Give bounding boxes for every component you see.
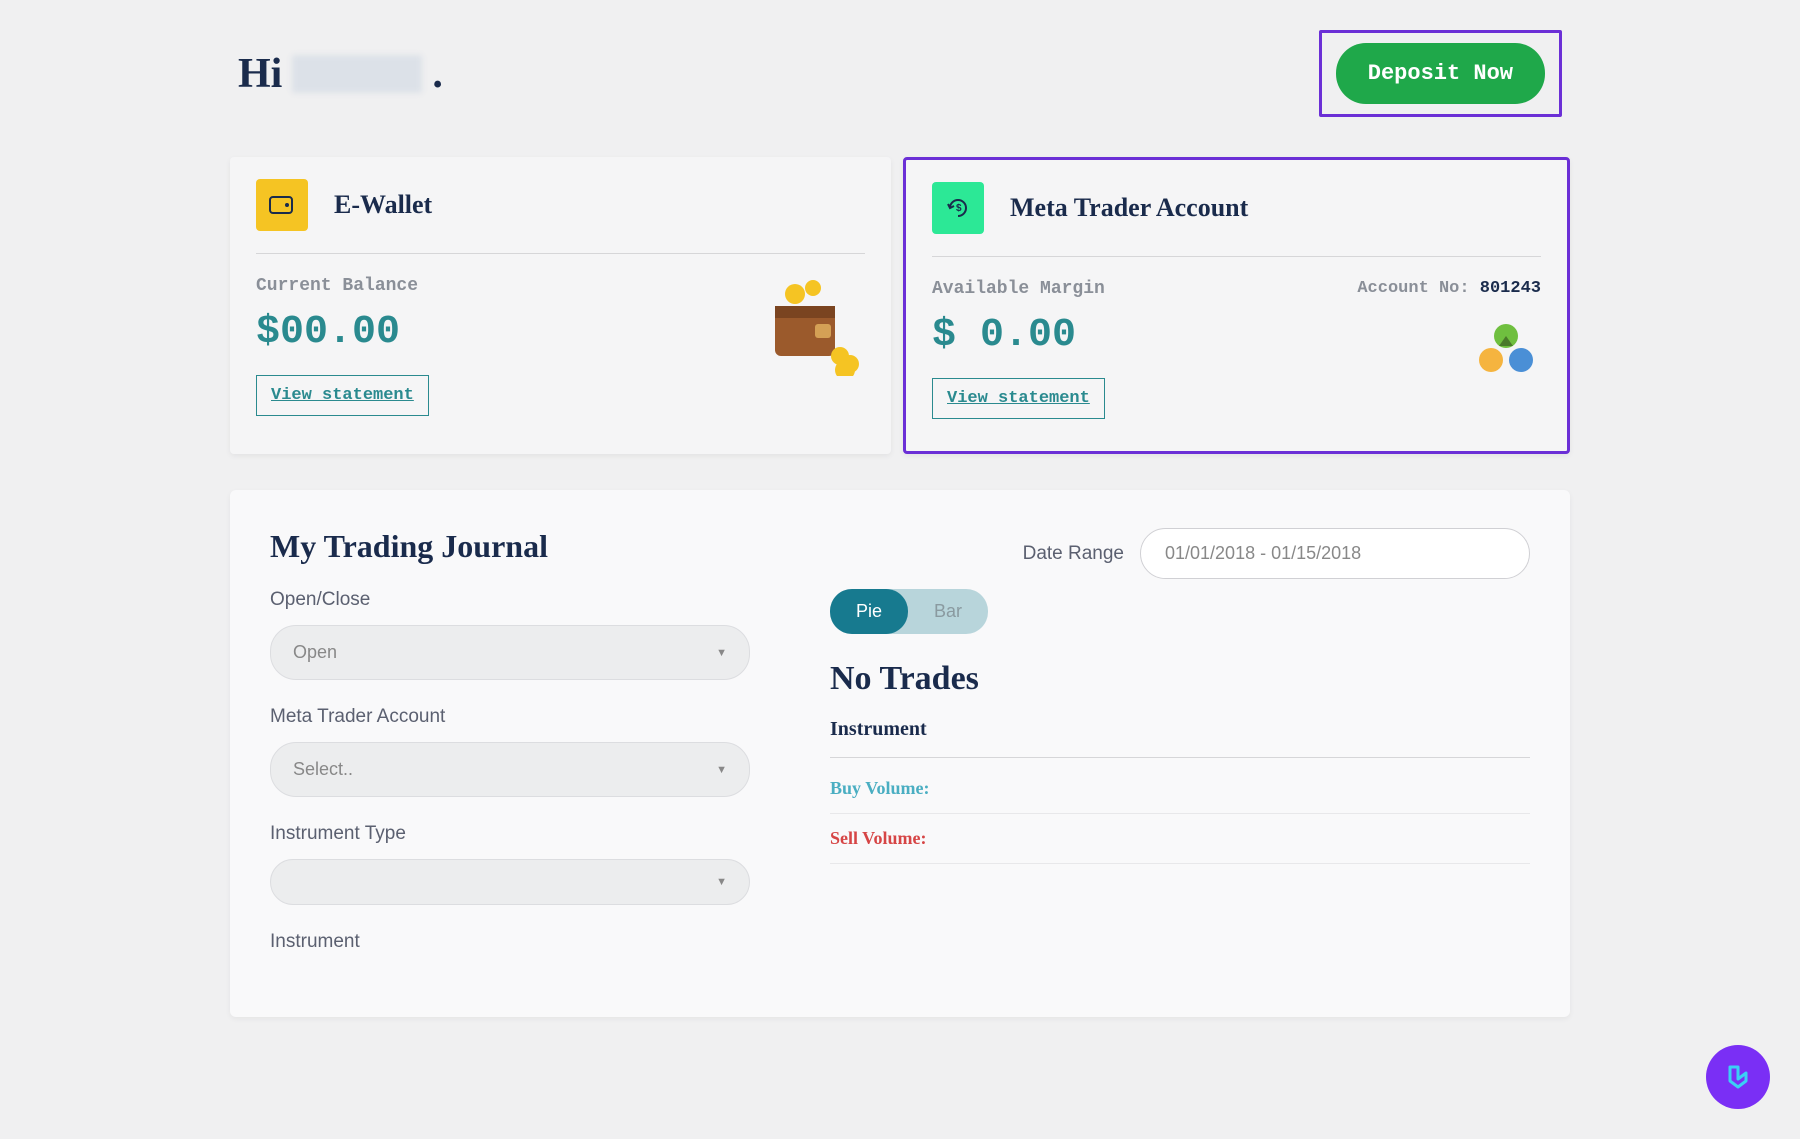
balance-value: $00.00 [256, 310, 745, 355]
open-close-select[interactable]: Open ▼ [270, 625, 750, 680]
refresh-dollar-icon: $ [932, 182, 984, 234]
balance-label: Current Balance [256, 276, 745, 296]
chart-type-toggle: Pie Bar [830, 589, 988, 634]
greeting: Hi . [238, 50, 443, 98]
date-range-input[interactable] [1140, 528, 1530, 579]
open-close-value: Open [293, 642, 337, 663]
meta-trader-card: $ Meta Trader Account Available Margin $… [903, 157, 1570, 454]
metatrader-logo-icon [1471, 320, 1541, 380]
sell-volume-label: Sell Volume: [830, 828, 1530, 864]
greeting-prefix: Hi [238, 50, 282, 98]
date-range-label: Date Range [1023, 543, 1124, 565]
ewallet-title: E-Wallet [334, 190, 432, 220]
deposit-highlight: Deposit Now [1319, 30, 1562, 117]
instrument-heading: Instrument [830, 718, 1530, 758]
brand-floating-button[interactable] [1706, 1045, 1770, 1109]
mt-view-statement[interactable]: View statement [932, 378, 1105, 419]
account-select-value: Select.. [293, 759, 353, 780]
wallet-illustration-icon [745, 276, 865, 376]
pie-toggle[interactable]: Pie [830, 589, 908, 634]
greeting-name-redacted [292, 55, 422, 93]
margin-label: Available Margin [932, 279, 1357, 299]
ewallet-view-statement[interactable]: View statement [256, 375, 429, 416]
brand-logo-icon [1720, 1059, 1756, 1095]
chevron-down-icon: ▼ [716, 876, 727, 888]
chevron-down-icon: ▼ [716, 647, 727, 659]
instrument-type-select[interactable]: ▼ [270, 859, 750, 905]
trading-journal-panel: My Trading Journal Date Range Open/Close… [230, 490, 1570, 1017]
account-number: Account No: 801243 [1357, 279, 1541, 298]
account-select-label: Meta Trader Account [270, 706, 750, 728]
bar-toggle[interactable]: Bar [908, 589, 988, 634]
margin-value: $ 0.00 [932, 313, 1357, 358]
account-value: 801243 [1480, 279, 1541, 298]
mt-title: Meta Trader Account [1010, 193, 1248, 223]
journal-title: My Trading Journal [270, 528, 548, 565]
account-label: Account No: [1357, 279, 1469, 298]
instrument-label: Instrument [270, 931, 750, 953]
ewallet-card: E-Wallet Current Balance $00.00 View sta… [230, 157, 891, 454]
open-close-label: Open/Close [270, 589, 750, 611]
buy-volume-label: Buy Volume: [830, 778, 1530, 814]
chevron-down-icon: ▼ [716, 764, 727, 776]
account-select[interactable]: Select.. ▼ [270, 742, 750, 797]
deposit-button[interactable]: Deposit Now [1336, 43, 1545, 104]
wallet-icon [256, 179, 308, 231]
svg-text:$: $ [956, 203, 962, 214]
no-trades-heading: No Trades [830, 660, 1530, 698]
instrument-type-label: Instrument Type [270, 823, 750, 845]
greeting-suffix: . [432, 50, 443, 98]
